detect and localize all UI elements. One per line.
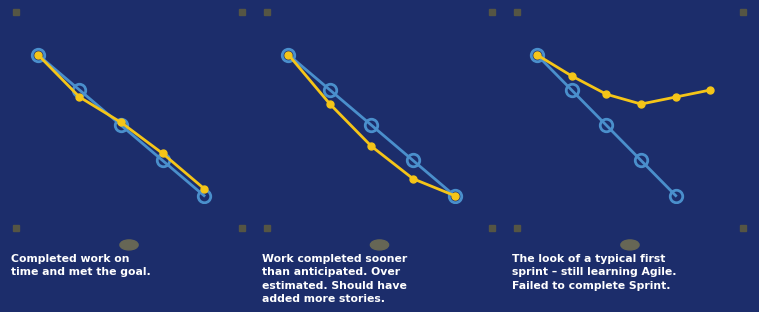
- Text: The look of a typical first
sprint – still learning Agile.
Failed to complete Sp: The look of a typical first sprint – sti…: [512, 254, 677, 291]
- Circle shape: [370, 240, 389, 250]
- Text: Work completed sooner
than anticipated. Over
estimated. Should have
added more s: Work completed sooner than anticipated. …: [262, 254, 407, 304]
- Text: Completed work on
time and met the goal.: Completed work on time and met the goal.: [11, 254, 151, 277]
- Circle shape: [621, 240, 639, 250]
- Circle shape: [120, 240, 138, 250]
